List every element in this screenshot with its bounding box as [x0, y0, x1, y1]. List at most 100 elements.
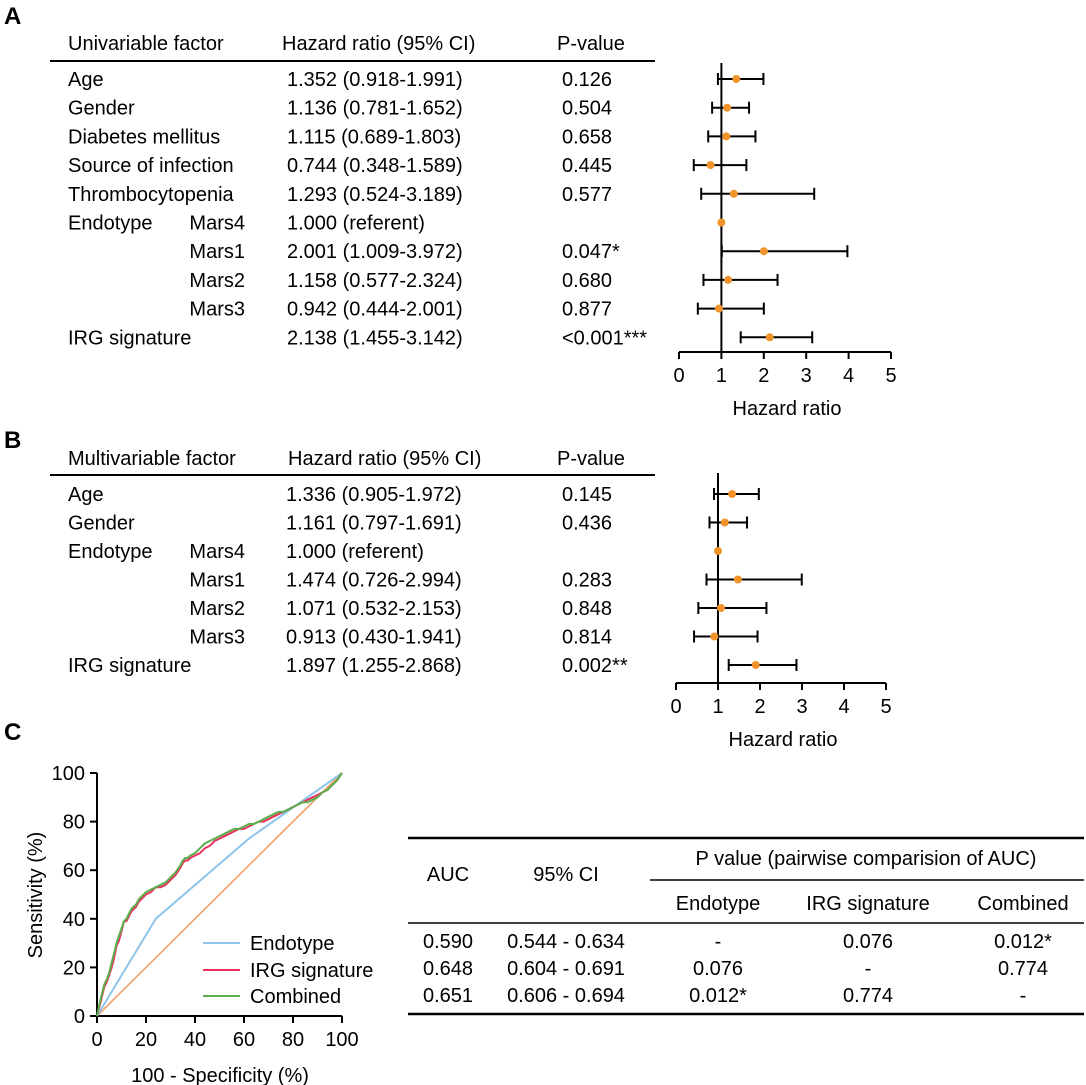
panel-b: B Multivariable factor Hazard ratio (95% C…	[4, 427, 892, 751]
hr-value: 1.000 (referent)	[287, 213, 425, 235]
hazard-ratio-point	[714, 547, 722, 555]
factor-label: Endotype	[68, 213, 153, 235]
y-tick-label: 40	[63, 909, 85, 931]
factor-label: Thrombocytopenia	[68, 184, 235, 206]
hr-value: 0.942 (0.444-2.001)	[287, 299, 463, 321]
x-tick-label: 4	[843, 365, 854, 387]
hr-value: 1.352 (0.918-1.991)	[287, 69, 463, 91]
p-value: 0.504	[562, 98, 612, 120]
subgroup-label: Mars4	[189, 213, 245, 235]
p-column-header: P-value	[557, 33, 625, 55]
p-value: 0.658	[562, 126, 612, 148]
factor-label: Age	[68, 484, 104, 506]
hr-value: 0.744 (0.348-1.589)	[287, 155, 463, 177]
x-axis-title: Hazard ratio	[733, 398, 842, 420]
y-tick-label: 20	[63, 957, 85, 979]
panel-c: C 0 20 40 60 80 100 0 20 40 60 80 100 100 - Specifici…	[4, 719, 373, 1085]
ci-column-header: 95% CI	[533, 864, 599, 886]
p-value: 0.002**	[562, 655, 628, 677]
x-axis-title: 100 - Specificity (%)	[131, 1065, 309, 1085]
p-value: 0.814	[562, 627, 612, 649]
panel-label: B	[4, 427, 21, 454]
pairwise-p-value: 0.774	[998, 958, 1048, 980]
legend-label: Combined	[250, 986, 341, 1008]
x-tick-label: 80	[282, 1029, 304, 1051]
x-tick-label: 40	[184, 1029, 206, 1051]
auc-ci: 0.544 - 0.634	[507, 931, 625, 953]
x-tick-label: 20	[135, 1029, 157, 1051]
subgroup-label: Mars3	[189, 299, 245, 321]
auc-value: 0.590	[423, 931, 473, 953]
subgroup-label: Mars2	[189, 270, 245, 292]
x-tick-label: 5	[880, 696, 891, 718]
p-subheader: Endotype	[676, 893, 761, 915]
roc-curve-combined	[96, 772, 343, 1017]
p-value: 0.283	[562, 570, 612, 592]
pairwise-p-value: 0.012*	[994, 931, 1052, 953]
p-group-header: P value (pairwise comparision of AUC)	[696, 848, 1037, 870]
hazard-ratio-point	[722, 132, 731, 141]
auc-ci: 0.606 - 0.694	[507, 985, 625, 1007]
x-tick-label: 1	[712, 696, 723, 718]
auc-value: 0.651	[423, 985, 473, 1007]
hazard-ratio-point	[728, 490, 737, 498]
x-tick-label: 0	[91, 1029, 102, 1051]
hr-column-header: Hazard ratio (95% CI)	[288, 448, 481, 470]
factor-column-header: Multivariable factor	[68, 448, 236, 470]
hr-value: 1.336 (0.905-1.972)	[286, 484, 462, 506]
p-value: 0.877	[562, 299, 612, 321]
hr-value: 1.161 (0.797-1.691)	[286, 513, 462, 535]
subgroup-label: Mars1	[189, 570, 245, 592]
hazard-ratio-point	[765, 333, 774, 342]
auc-table: AUC 95% CI P value (pairwise comparision o…	[408, 836, 1084, 1016]
y-tick-label: 60	[63, 860, 85, 882]
auc-column-header: AUC	[427, 864, 469, 886]
p-column-header: P-value	[557, 448, 625, 470]
factor-label: Source of infection	[68, 155, 234, 177]
roc-reference-diagonal	[96, 772, 343, 1017]
factor-label: Age	[68, 69, 104, 91]
p-subheader: Combined	[977, 893, 1068, 915]
hazard-ratio-point	[717, 218, 726, 227]
x-tick-label: 3	[801, 365, 812, 387]
hazard-ratio-point	[710, 632, 719, 641]
y-tick-label: 100	[52, 763, 85, 785]
p-subheader: IRG signature	[806, 893, 929, 915]
p-value: 0.145	[562, 484, 612, 506]
y-tick-label: 0	[74, 1006, 85, 1028]
pairwise-p-value: 0.076	[843, 931, 893, 953]
hr-value: 0.913 (0.430-1.941)	[286, 627, 462, 649]
hazard-ratio-point	[733, 575, 742, 584]
p-value: 0.848	[562, 598, 612, 620]
hr-value: 1.071 (0.532-2.153)	[286, 598, 462, 620]
panel-label: A	[4, 3, 21, 30]
hr-value: 1.000 (referent)	[286, 541, 424, 563]
pairwise-p-value: 0.076	[693, 958, 743, 980]
p-value: <0.001***	[562, 327, 647, 349]
y-axis-title: Sensitivity (%)	[25, 832, 47, 959]
hr-value: 1.293 (0.524-3.189)	[287, 184, 463, 206]
factor-label: IRG signature	[68, 655, 191, 677]
hazard-ratio-point	[716, 604, 725, 612]
pairwise-p-value: 0.774	[843, 985, 893, 1007]
subgroup-label: Mars3	[189, 627, 245, 649]
factor-label: IRG signature	[68, 327, 191, 349]
hazard-ratio-point	[723, 103, 732, 112]
x-tick-label: 60	[233, 1029, 255, 1051]
hr-value: 2.138 (1.455-3.142)	[287, 327, 463, 349]
hr-value: 1.897 (1.255-2.868)	[286, 655, 462, 677]
legend-label: IRG signature	[250, 960, 373, 982]
factor-label: Gender	[68, 513, 135, 535]
x-tick-label: 2	[754, 696, 765, 718]
hr-column-header: Hazard ratio (95% CI)	[282, 33, 475, 55]
hazard-ratio-point	[724, 275, 733, 284]
auc-value: 0.648	[423, 958, 473, 980]
factor-label: Gender	[68, 98, 135, 120]
hazard-ratio-point	[732, 75, 741, 83]
p-value: 0.436	[562, 513, 612, 535]
hazard-ratio-point	[759, 247, 768, 256]
hr-value: 2.001 (1.009-3.972)	[287, 241, 463, 263]
x-tick-label: 3	[796, 696, 807, 718]
x-tick-label: 0	[673, 365, 684, 387]
